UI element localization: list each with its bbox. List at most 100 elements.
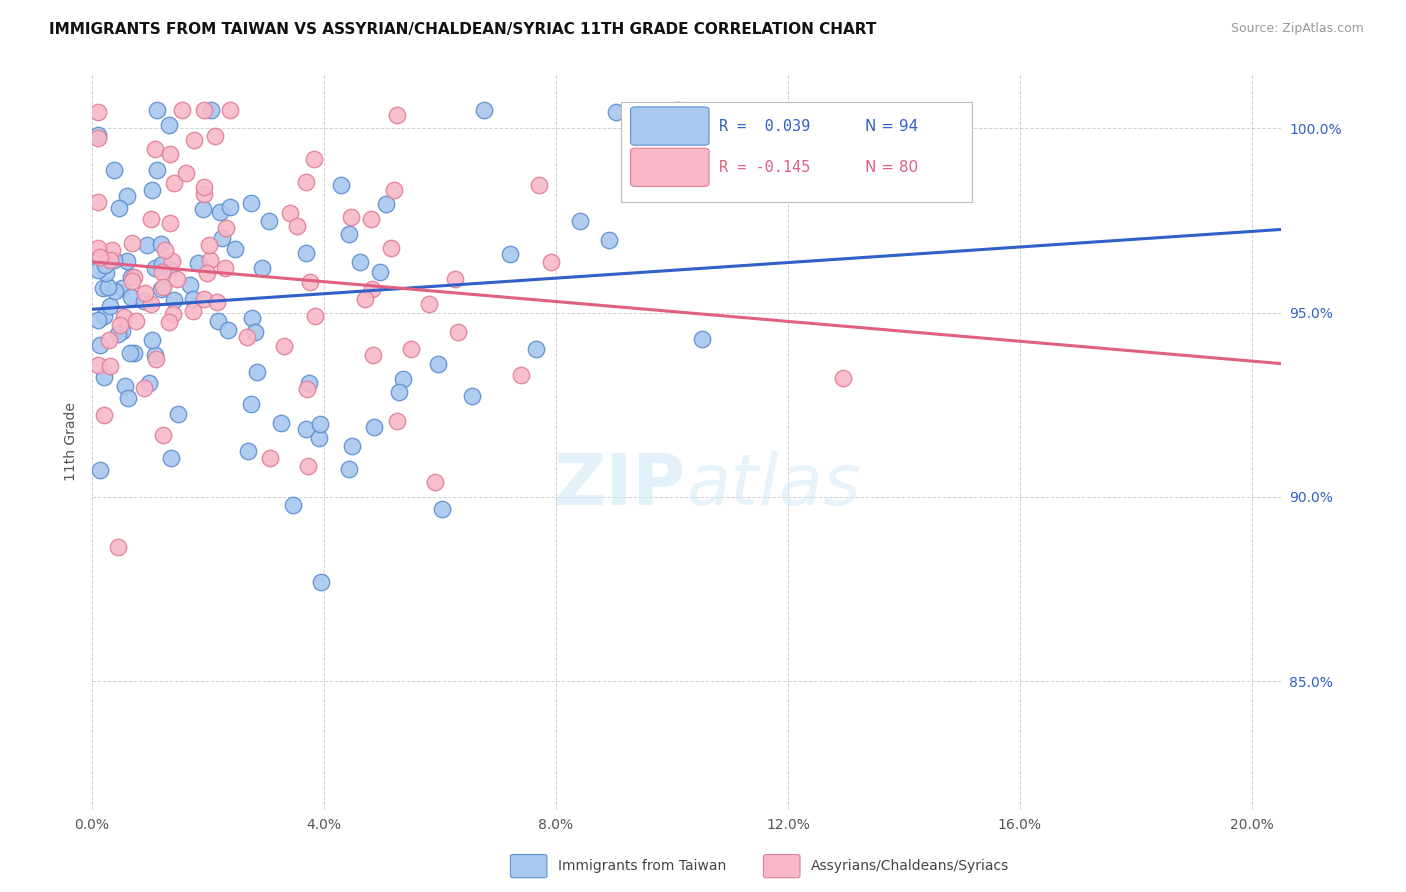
Point	[339, 462, 361, 476]
Point	[187, 256, 209, 270]
Point	[329, 178, 352, 193]
Point	[689, 120, 711, 135]
Point	[103, 162, 125, 177]
Point	[598, 233, 620, 247]
Point	[295, 246, 318, 260]
Point	[207, 314, 229, 328]
Y-axis label: 11th Grade: 11th Grade	[65, 402, 79, 481]
Text: IMMIGRANTS FROM TAIWAN VS ASSYRIAN/CHALDEAN/SYRIAC 11TH GRADE CORRELATION CHART: IMMIGRANTS FROM TAIWAN VS ASSYRIAN/CHALD…	[49, 22, 876, 37]
Point	[308, 417, 330, 431]
Point	[200, 253, 222, 268]
Point	[114, 379, 136, 393]
Point	[198, 238, 221, 252]
Point	[87, 359, 110, 373]
Text: R = -0.145: R = -0.145	[718, 160, 810, 175]
Point	[143, 348, 166, 362]
Point	[162, 307, 184, 321]
Point	[112, 310, 135, 324]
Point	[146, 103, 169, 117]
FancyBboxPatch shape	[621, 103, 972, 202]
Point	[281, 498, 304, 512]
Point	[134, 293, 156, 308]
Point	[278, 206, 301, 220]
Point	[181, 292, 204, 306]
Text: N = 80: N = 80	[865, 160, 918, 175]
Point	[295, 175, 318, 189]
Point	[107, 541, 129, 555]
Point	[117, 254, 139, 268]
Point	[138, 376, 160, 391]
Point	[195, 266, 218, 280]
Point	[354, 292, 377, 306]
Point	[605, 104, 627, 119]
Point	[115, 189, 138, 203]
Point	[150, 265, 173, 279]
Point	[388, 384, 411, 399]
Point	[163, 293, 186, 308]
Point	[250, 261, 273, 276]
Point	[132, 381, 155, 395]
Point	[160, 254, 183, 268]
Point	[423, 475, 446, 489]
Point	[87, 194, 110, 209]
Point	[110, 324, 132, 338]
Point	[149, 282, 172, 296]
Point	[89, 337, 111, 351]
Point	[270, 416, 292, 430]
Point	[87, 128, 110, 142]
Point	[152, 279, 174, 293]
Point	[87, 312, 110, 326]
Point	[107, 326, 129, 341]
Point	[93, 309, 115, 323]
Point	[193, 202, 215, 216]
Point	[166, 407, 188, 421]
Point	[337, 227, 360, 241]
Point	[224, 242, 246, 256]
Point	[259, 450, 281, 465]
Point	[444, 272, 467, 286]
Point	[299, 275, 322, 289]
Point	[193, 187, 215, 202]
Point	[89, 462, 111, 476]
Point	[125, 313, 148, 327]
Point	[360, 211, 382, 226]
Point	[93, 408, 115, 422]
Point	[160, 450, 183, 465]
Point	[179, 278, 201, 293]
Point	[143, 261, 166, 276]
Point	[214, 221, 236, 235]
Point	[141, 183, 163, 197]
Point	[98, 252, 121, 267]
Point	[430, 501, 453, 516]
Point	[121, 274, 143, 288]
Point	[380, 241, 402, 255]
Point	[218, 200, 240, 214]
Point	[159, 216, 181, 230]
Point	[243, 325, 266, 339]
Point	[120, 270, 142, 285]
Point	[122, 345, 145, 359]
Point	[527, 178, 550, 193]
Point	[361, 348, 384, 362]
Point	[110, 281, 132, 295]
FancyBboxPatch shape	[631, 107, 709, 145]
Point	[392, 372, 415, 386]
Point	[174, 166, 197, 180]
Text: R =  0.039: R = 0.039	[718, 119, 810, 134]
Point	[340, 439, 363, 453]
Point	[145, 351, 167, 366]
Point	[107, 201, 129, 215]
Point	[211, 231, 233, 245]
Point	[183, 132, 205, 146]
Point	[302, 152, 325, 166]
Text: Immigrants from Taiwan: Immigrants from Taiwan	[558, 859, 727, 873]
Point	[401, 342, 423, 356]
Point	[87, 131, 110, 145]
Point	[120, 290, 142, 304]
Point	[170, 103, 193, 117]
Point	[668, 103, 690, 117]
Point	[295, 382, 318, 396]
Point	[340, 210, 363, 224]
Point	[298, 376, 321, 391]
Point	[181, 303, 204, 318]
